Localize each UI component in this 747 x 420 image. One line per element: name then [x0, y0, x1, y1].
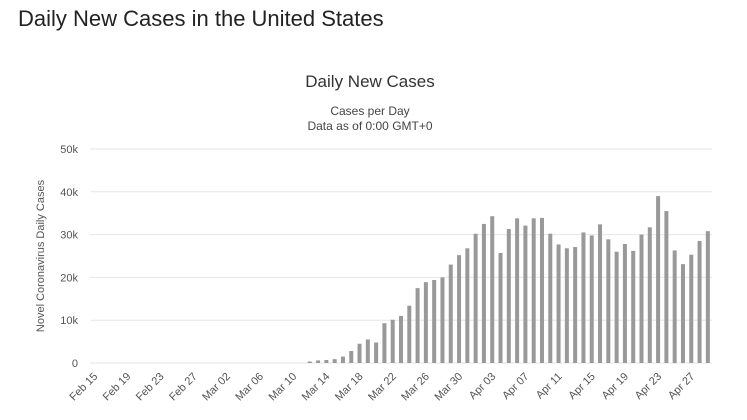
bar: [680, 264, 685, 363]
bar: [448, 264, 453, 363]
bar: [423, 282, 428, 363]
y-tick-label: 50k: [60, 144, 78, 156]
bar: [490, 216, 495, 363]
y-tick-label: 10k: [60, 315, 78, 327]
y-axis-label: Novel Coronavirus Daily Cases: [35, 179, 47, 332]
bar: [481, 223, 486, 363]
bar: [432, 279, 437, 363]
bar: [664, 211, 669, 363]
bar: [614, 251, 619, 363]
bar: [697, 241, 702, 363]
bar: [407, 305, 412, 363]
bar: [506, 229, 511, 363]
chart-title: Daily New Cases: [305, 72, 434, 91]
bar: [672, 250, 677, 363]
bar: [564, 248, 569, 363]
x-tick-label: Apr 11: [534, 371, 565, 402]
bar: [399, 315, 403, 363]
x-tick-label: Mar 06: [233, 371, 266, 404]
page-title: Daily New Cases in the United States: [18, 6, 384, 31]
bar: [589, 235, 594, 363]
bar: [365, 339, 370, 363]
x-tick-label: Mar 10: [267, 371, 300, 404]
bar: [639, 234, 644, 363]
x-tick-label: Apr 07: [500, 371, 531, 402]
bar: [498, 253, 503, 363]
x-tick-label: Mar 18: [333, 371, 366, 404]
x-tick-label: Apr 15: [566, 371, 597, 402]
x-tick-label: Apr 19: [600, 371, 631, 402]
x-tick-label: Feb 15: [68, 371, 101, 404]
bar: [705, 231, 710, 363]
chart-subtitle: Cases per Day: [330, 104, 409, 118]
bar: [689, 254, 694, 363]
x-tick-label: Mar 26: [399, 371, 432, 404]
bar: [656, 196, 661, 363]
bar: [556, 244, 561, 363]
bar: [631, 250, 636, 363]
bar: [340, 356, 345, 363]
bar: [622, 244, 627, 363]
bar: [598, 224, 603, 363]
bar: [357, 343, 362, 363]
bar: [473, 233, 478, 363]
bar: [324, 360, 329, 363]
bar: [374, 342, 379, 363]
bar: [457, 255, 462, 363]
y-tick-label: 20k: [60, 272, 78, 284]
bar: [390, 319, 395, 363]
bar: [606, 239, 611, 363]
bar: [531, 218, 536, 363]
bar: [465, 248, 470, 363]
bar: [316, 360, 321, 363]
x-tick-label: Feb 23: [134, 371, 167, 404]
bar: [415, 288, 420, 363]
x-tick-label: Mar 22: [366, 371, 399, 404]
x-tick-label: Apr 23: [633, 371, 664, 402]
x-tick-label: Mar 14: [300, 371, 333, 404]
bar: [382, 323, 387, 363]
bar: [332, 359, 337, 363]
bar: [539, 217, 544, 363]
bar: [515, 218, 520, 363]
y-tick-label: 30k: [60, 230, 78, 242]
x-tick-label: Feb 19: [101, 371, 134, 404]
y-tick-label: 40k: [60, 187, 78, 199]
x-tick-label: Mar 30: [432, 371, 465, 404]
x-tick-label: Apr 27: [666, 371, 697, 402]
bar: [647, 227, 652, 363]
y-tick-label: 0: [72, 358, 78, 370]
bar: [349, 351, 354, 363]
x-tick-label: Mar 02: [200, 371, 233, 404]
x-tick-label: Feb 27: [167, 371, 200, 404]
bar: [440, 277, 445, 363]
bar: [548, 233, 553, 363]
chart-subtitle: Data as of 0:00 GMT+0: [307, 119, 432, 133]
bar: [307, 361, 312, 363]
bar: [523, 225, 528, 363]
x-tick-label: Apr 03: [467, 371, 498, 402]
bar: [581, 232, 586, 363]
bar: [573, 247, 578, 363]
